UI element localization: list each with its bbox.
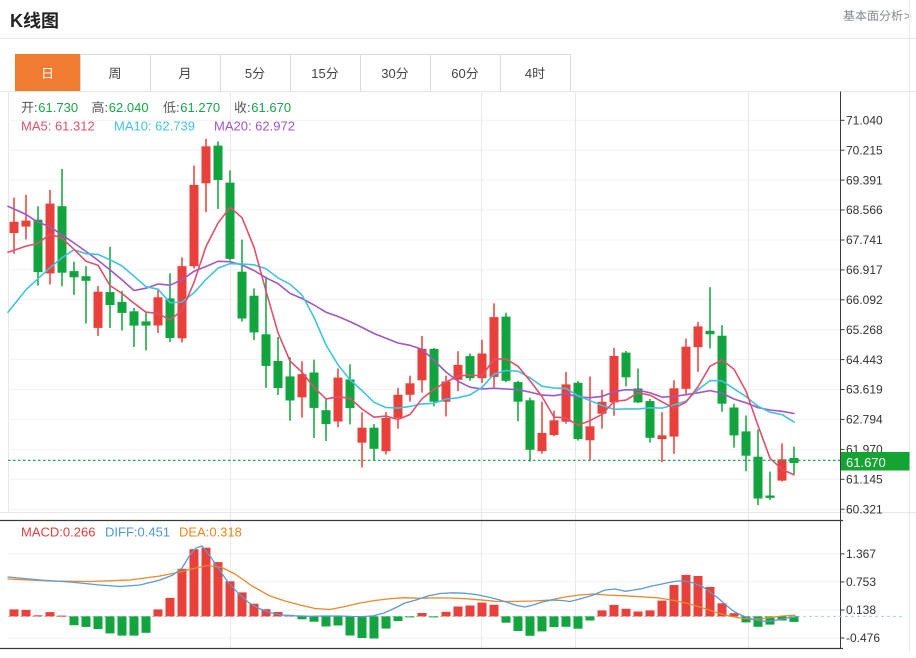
svg-text:5: 5 bbox=[245, 66, 252, 81]
svg-text:62.040: 62.040 bbox=[109, 100, 149, 115]
svg-text:1.367: 1.367 bbox=[846, 547, 876, 561]
svg-text:69.391: 69.391 bbox=[846, 173, 883, 187]
svg-text:71.040: 71.040 bbox=[846, 114, 883, 128]
svg-text:61.670: 61.670 bbox=[846, 455, 886, 470]
svg-text:6: 6 bbox=[451, 66, 458, 81]
svg-text:-0.476: -0.476 bbox=[846, 631, 880, 645]
svg-text:66.917: 66.917 bbox=[846, 263, 883, 277]
svg-text:64.443: 64.443 bbox=[846, 353, 883, 367]
svg-text:0.138: 0.138 bbox=[846, 603, 876, 617]
svg-text:61.730: 61.730 bbox=[38, 100, 78, 115]
svg-text:MA10: 62.739: MA10: 62.739 bbox=[114, 119, 195, 134]
svg-text:61.270: 61.270 bbox=[180, 100, 220, 115]
svg-text::: : bbox=[176, 100, 180, 115]
svg-text::: : bbox=[247, 100, 251, 115]
svg-text:0: 0 bbox=[459, 66, 466, 81]
svg-text:61.670: 61.670 bbox=[251, 100, 291, 115]
svg-text:MACD:0.266: MACD:0.266 bbox=[21, 525, 95, 540]
svg-text:66.092: 66.092 bbox=[846, 293, 883, 307]
svg-text:MA20: 62.972: MA20: 62.972 bbox=[214, 119, 295, 134]
svg-text:DIFF:0.451: DIFF:0.451 bbox=[105, 525, 170, 540]
svg-text::: : bbox=[34, 100, 38, 115]
svg-text:68.566: 68.566 bbox=[846, 203, 883, 217]
svg-text:63.619: 63.619 bbox=[846, 383, 883, 397]
svg-text:70.215: 70.215 bbox=[846, 143, 883, 157]
svg-text:>: > bbox=[904, 9, 911, 23]
svg-text:0: 0 bbox=[389, 66, 396, 81]
svg-text:5: 5 bbox=[319, 66, 326, 81]
svg-text:4: 4 bbox=[525, 66, 532, 81]
svg-text:3: 3 bbox=[381, 66, 388, 81]
svg-text::: : bbox=[105, 100, 109, 115]
svg-text:60.321: 60.321 bbox=[846, 502, 883, 516]
svg-text:67.741: 67.741 bbox=[846, 233, 883, 247]
svg-text:62.794: 62.794 bbox=[846, 413, 883, 427]
svg-text:K: K bbox=[10, 11, 23, 31]
svg-text:65.268: 65.268 bbox=[846, 323, 883, 337]
svg-text:0.753: 0.753 bbox=[846, 575, 876, 589]
svg-text:MA5: 61.312: MA5: 61.312 bbox=[21, 119, 95, 134]
svg-text:DEA:0.318: DEA:0.318 bbox=[179, 525, 242, 540]
svg-text:61.145: 61.145 bbox=[846, 473, 883, 487]
svg-text:1: 1 bbox=[311, 66, 318, 81]
